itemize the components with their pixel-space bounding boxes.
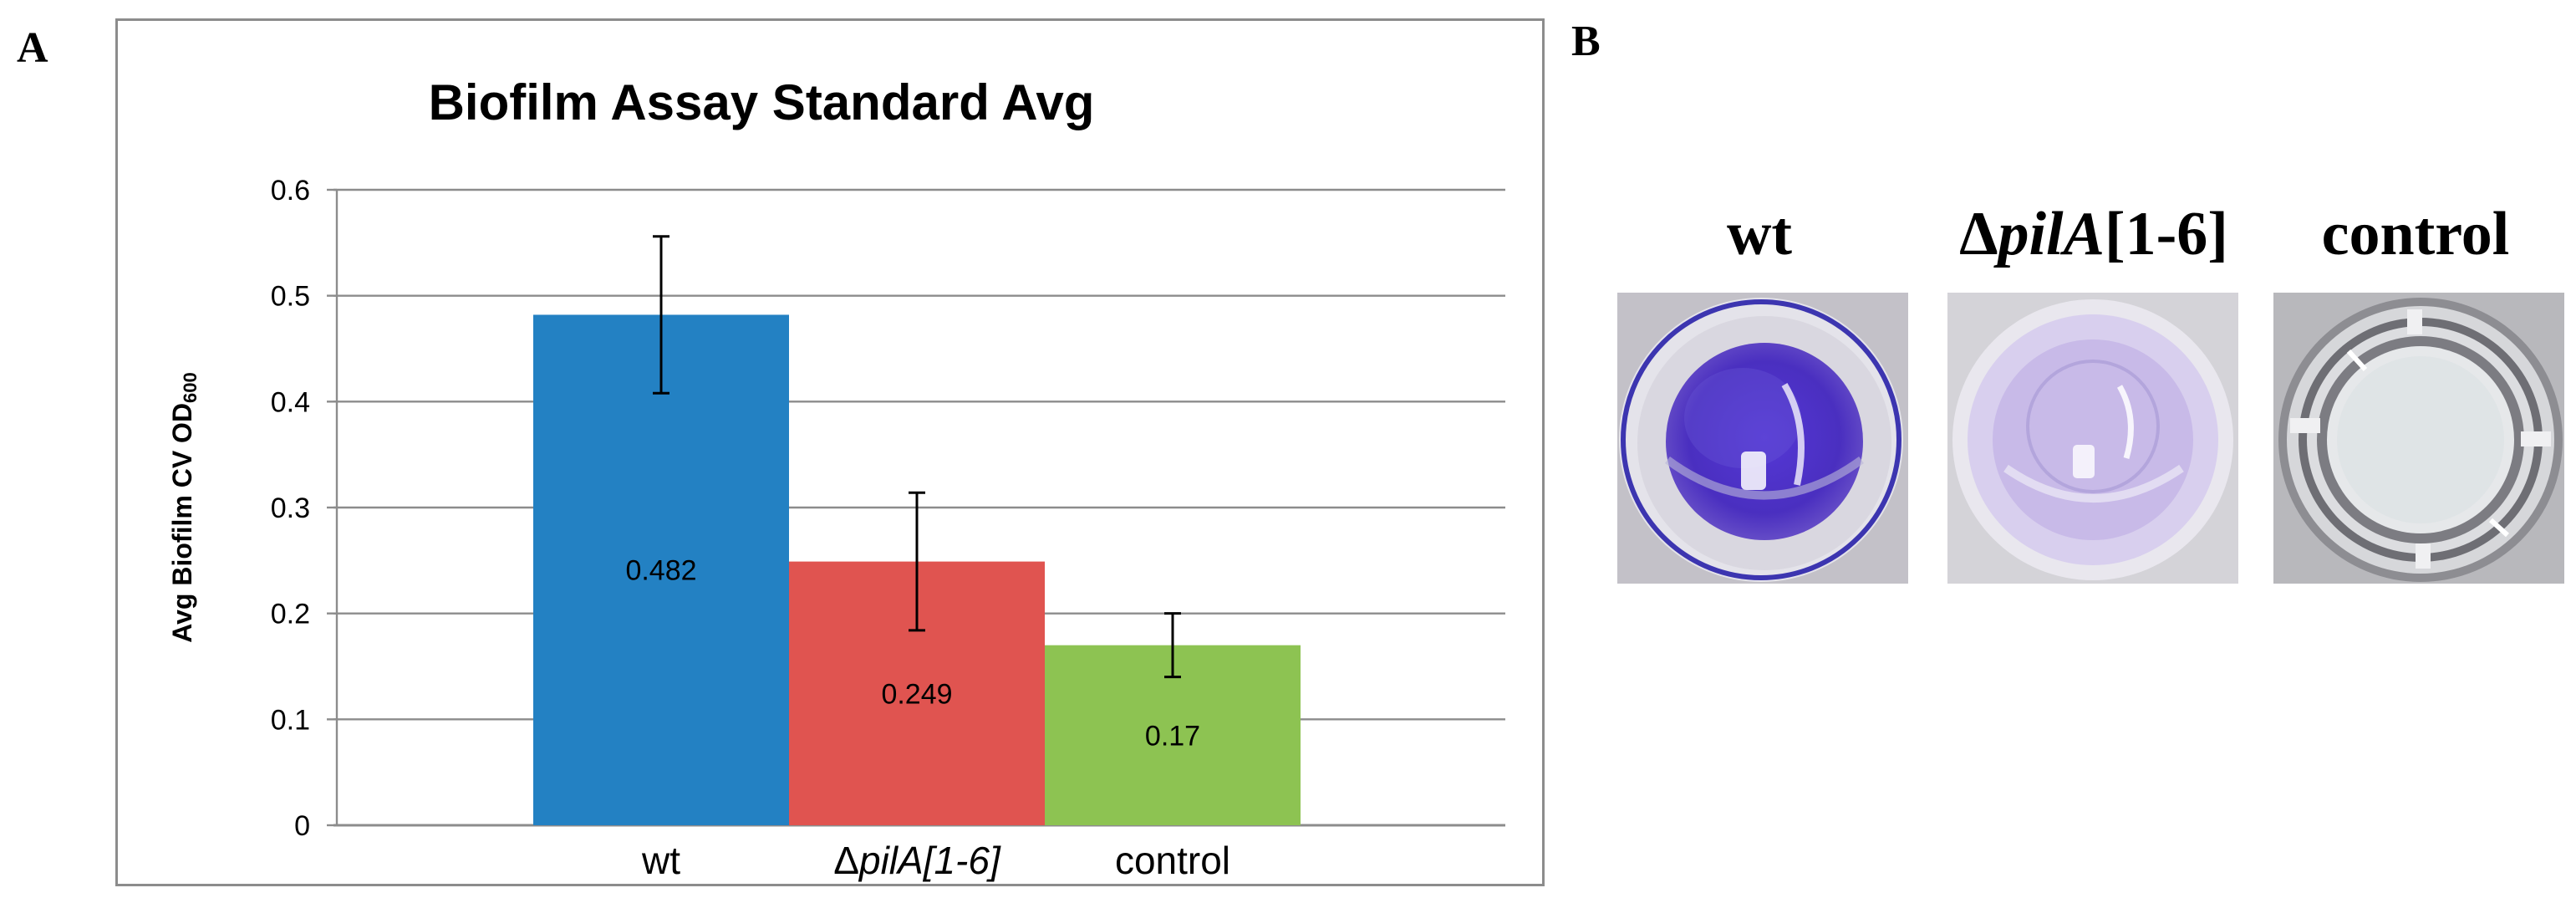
y-axis-title: Avg Biofilm CV OD600: [167, 372, 201, 643]
well-photo-pila: [1947, 293, 2238, 584]
panel-b-label: B: [1571, 18, 1601, 65]
data-label: 0.482: [625, 555, 696, 587]
data-label: 0.17: [1145, 720, 1200, 752]
y-tick-label: 0.3: [271, 492, 310, 524]
bar-0: [533, 314, 789, 825]
well-photo-control: [2273, 293, 2564, 584]
x-category-label: wt: [641, 839, 680, 882]
x-category-label: ΔpilA[1-6]: [833, 839, 1001, 882]
y-tick-label: 0.5: [271, 281, 310, 313]
well-photo-wt: [1617, 293, 1908, 584]
well-label-pila: ΔpilA[1-6]: [1959, 200, 2228, 268]
bar-chart: Biofilm Assay Standard Avg 0 0.1 0.2 0.3 0.4 0…: [167, 74, 1505, 882]
data-label: 0.249: [881, 678, 952, 710]
y-tick-label: 0.1: [271, 704, 310, 736]
y-tick-label: 0.2: [271, 599, 310, 630]
y-tick-label: 0: [294, 810, 310, 842]
y-tick-label: 0.6: [271, 175, 310, 207]
x-category-label: control: [1115, 839, 1230, 882]
chart-frame: Biofilm Assay Standard Avg 0 0.1 0.2 0.3 0.4 0…: [115, 18, 1545, 886]
y-tick-label: 0.4: [271, 386, 310, 418]
well-label-control: control: [2321, 200, 2510, 268]
panel-a-label: A: [17, 24, 48, 72]
well-label-wt: wt: [1726, 200, 1793, 268]
chart-title: Biofilm Assay Standard Avg: [429, 74, 1095, 130]
